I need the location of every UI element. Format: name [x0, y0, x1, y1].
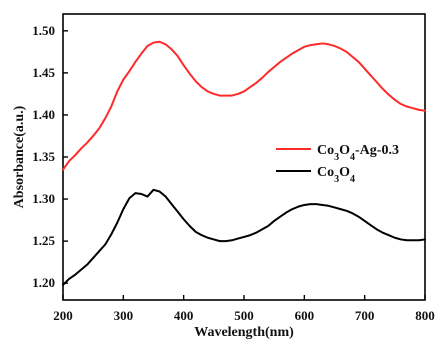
x-tick-label: 600	[295, 308, 315, 323]
x-tick-label: 200	[53, 308, 73, 323]
legend-item-co3o4: Co3O4	[276, 165, 355, 185]
y-axis-ticks: 1.20 1.25 1.30 1.35 1.40 1.45 1.50	[32, 23, 68, 290]
legend-subscript: 3	[334, 174, 339, 185]
legend-text-part: Co	[317, 165, 334, 180]
legend-text-part: Co	[317, 143, 334, 158]
legend-label-co3o4: Co3O4	[317, 165, 355, 185]
y-axis-title: Absorbance(a.u.)	[12, 105, 27, 208]
legend-text-part: O	[339, 143, 350, 158]
legend-label-co3o4-ag-0-3: Co3O4-Ag-0.3	[317, 143, 399, 163]
x-tick-label: 700	[355, 308, 375, 323]
x-tick-label: 400	[174, 308, 194, 323]
x-tick-label: 800	[415, 308, 435, 323]
y-tick-label: 1.25	[32, 233, 55, 248]
y-tick-label: 1.50	[32, 23, 55, 38]
legend-text-part: -Ag-0.3	[355, 143, 399, 158]
series-group	[62, 40, 426, 286]
legend-item-co3o4-ag-0-3: Co3O4-Ag-0.3	[276, 143, 399, 163]
y-tick-label: 1.45	[32, 65, 55, 80]
legend-subscript: 3	[334, 152, 339, 163]
x-tick-label: 300	[114, 308, 134, 323]
y-tick-label: 1.30	[32, 191, 55, 206]
co3o4-ag-0-3-line	[62, 40, 426, 171]
x-tick-label: 500	[234, 308, 254, 323]
y-tick-label: 1.20	[32, 275, 55, 290]
x-axis-title: Wavelength(nm)	[194, 325, 294, 340]
legend-subscript: 4	[350, 152, 355, 163]
legend-subscript: 4	[350, 174, 355, 185]
co3o4-line	[62, 188, 426, 286]
y-tick-label: 1.40	[32, 107, 55, 122]
x-axis-ticks: 200 300 400 500 600 700 800	[53, 295, 435, 323]
y-tick-label: 1.35	[32, 149, 55, 164]
legend-text-part: O	[339, 165, 350, 180]
